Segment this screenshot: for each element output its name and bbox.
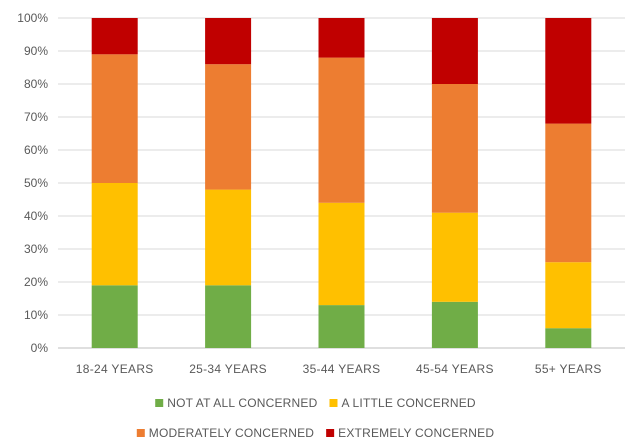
bar-segment-moderately-concerned [91, 54, 138, 183]
legend-row: NOT AT ALL CONCERNED A LITTLE CONCERNED [155, 396, 476, 410]
bar-segment-extremely-concerned [318, 18, 365, 58]
y-tick-label: 40% [24, 209, 48, 223]
bar-segment-not-at-all-concerned [205, 285, 252, 348]
bar-segment-moderately-concerned [431, 84, 478, 213]
legend-label: EXTREMELY CONCERNED [338, 426, 494, 440]
x-tick-label: 18-24 YEARS [76, 362, 154, 376]
bar-segment-a-little-concerned [545, 262, 592, 329]
y-tick-label: 80% [24, 77, 48, 91]
bar-segment-extremely-concerned [431, 18, 478, 84]
legend-label: NOT AT ALL CONCERNED [167, 396, 317, 410]
legend-swatch [136, 429, 145, 437]
bar-segment-extremely-concerned [205, 18, 252, 65]
bar-segment-a-little-concerned [318, 202, 365, 306]
bar-segment-not-at-all-concerned [91, 285, 138, 348]
bar-segment-moderately-concerned [205, 64, 252, 190]
bar-segment-not-at-all-concerned [431, 301, 478, 348]
legend-swatch [329, 399, 338, 407]
y-tick-label: 100% [17, 11, 48, 25]
legend-label: MODERATELY CONCERNED [149, 426, 314, 440]
y-tick-label: 60% [24, 143, 48, 157]
y-tick-label: 0% [31, 341, 49, 355]
y-tick-label: 20% [24, 275, 48, 289]
legend-swatch [326, 429, 335, 437]
bar-segment-a-little-concerned [91, 183, 138, 286]
y-tick-label: 10% [24, 308, 48, 322]
bar-segment-extremely-concerned [91, 18, 138, 55]
x-tick-label: 35-44 YEARS [303, 362, 381, 376]
axes: 0% 10% 20% 30% 40% 50% 60% 70% 80% 90% 100% 18-24 Y… [17, 11, 601, 376]
bars [91, 18, 592, 348]
y-tick-label: 70% [24, 110, 48, 124]
legend-row: MODERATELY CONCERNED EXTREMELY CONCERNED [136, 426, 494, 440]
bar-segment-moderately-concerned [318, 57, 365, 203]
legend-swatch [155, 399, 164, 407]
y-tick-label: 30% [24, 242, 48, 256]
legend: NOT AT ALL CONCERNED A LITTLE CONCERNED MO… [136, 396, 494, 440]
x-tick-label: 55+ YEARS [535, 362, 602, 376]
y-tick-label: 90% [24, 44, 48, 58]
bar-segment-not-at-all-concerned [545, 328, 592, 348]
bar-segment-a-little-concerned [431, 212, 478, 302]
x-tick-label: 45-54 YEARS [416, 362, 494, 376]
bar-segment-moderately-concerned [545, 123, 592, 263]
bar-segment-a-little-concerned [205, 189, 252, 286]
legend-label: A LITTLE CONCERNED [341, 396, 475, 410]
x-tick-label: 25-34 YEARS [189, 362, 267, 376]
bar-segment-not-at-all-concerned [318, 305, 365, 348]
y-tick-label: 50% [24, 176, 48, 190]
bar-segment-extremely-concerned [545, 18, 592, 124]
